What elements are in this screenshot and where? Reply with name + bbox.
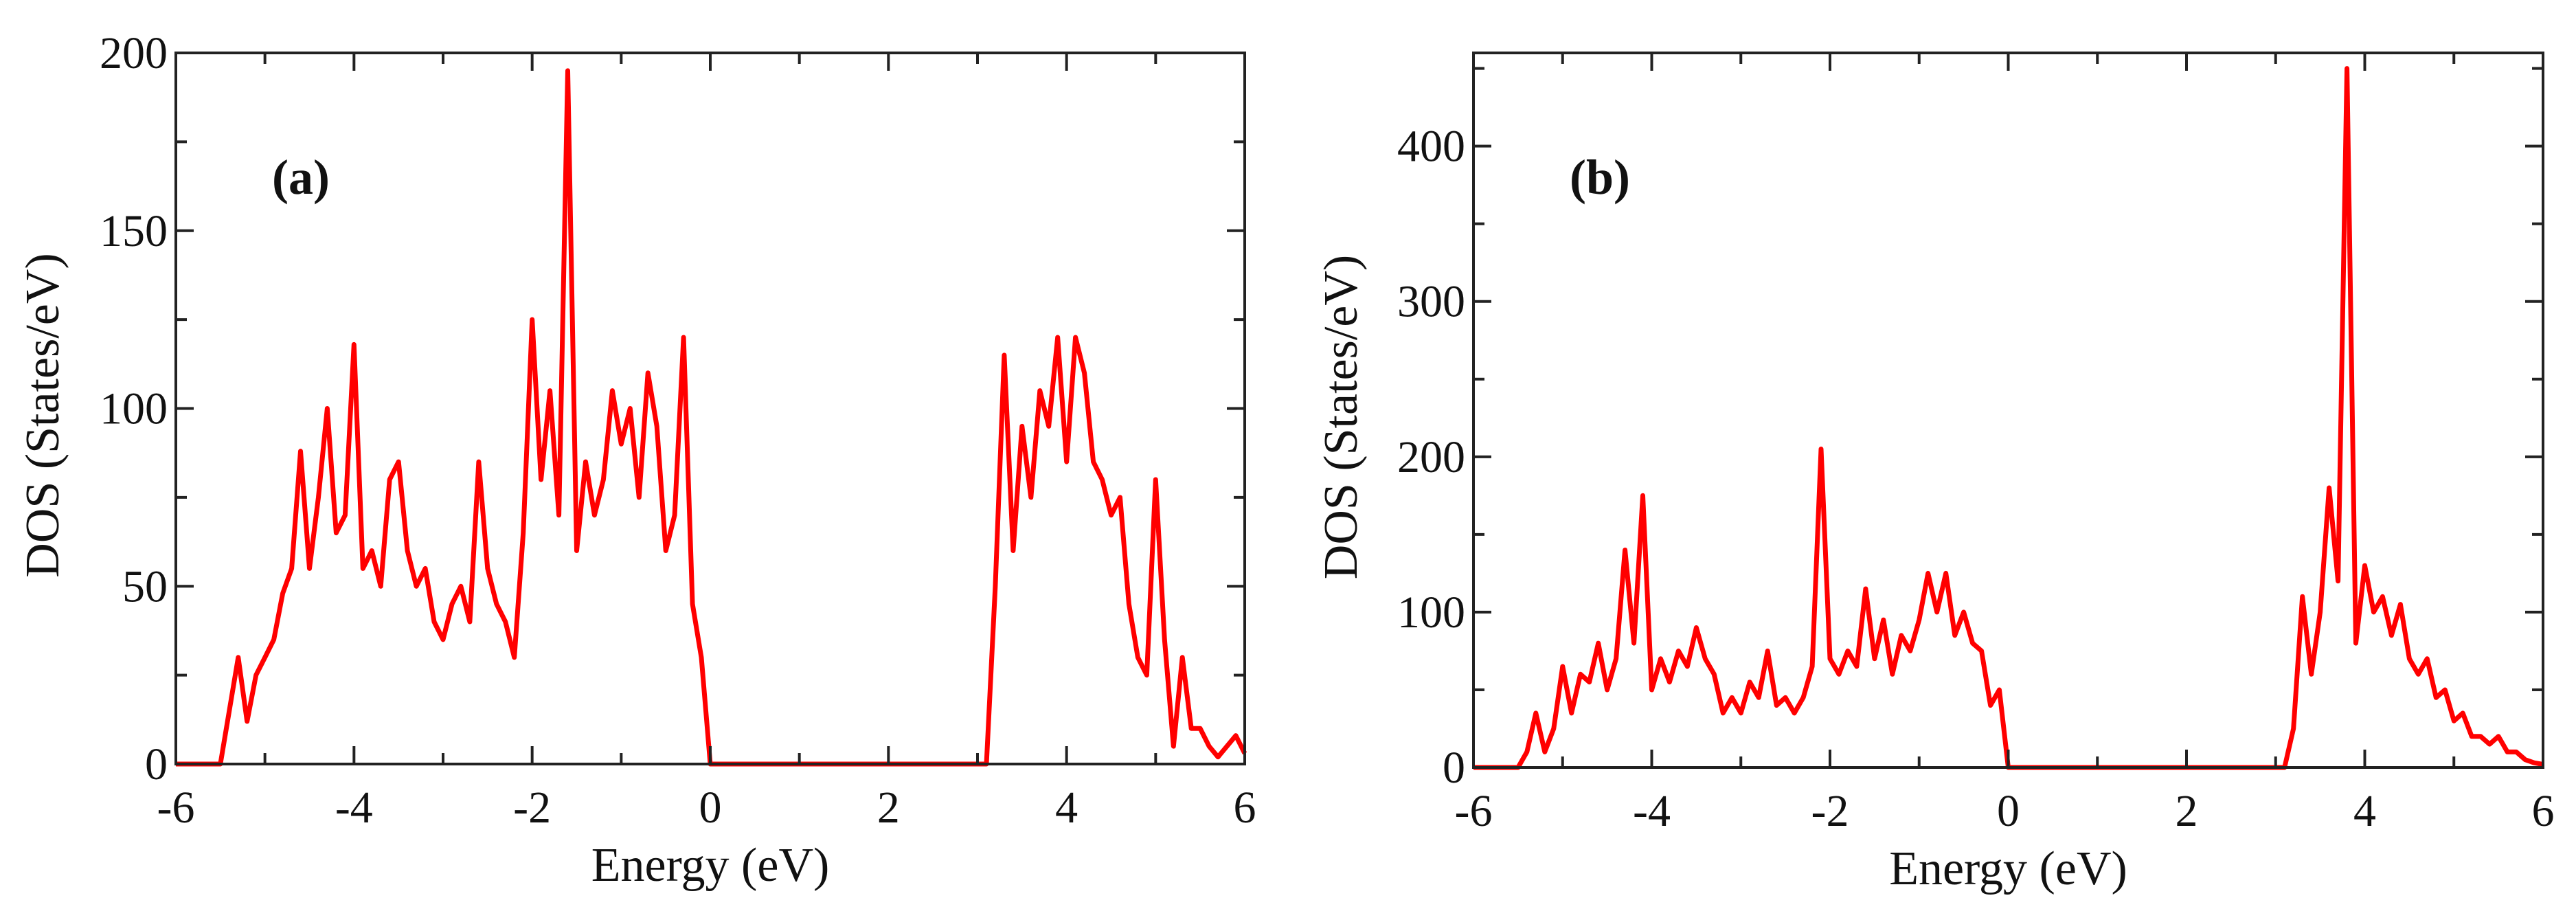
y-tick-label: 150 xyxy=(100,206,168,256)
x-tick-label: -4 xyxy=(335,783,373,833)
x-tick-label: 2 xyxy=(877,783,900,833)
y-tick-label: 100 xyxy=(100,384,168,434)
x-tick-label: -2 xyxy=(1811,786,1849,836)
plot-frame xyxy=(1472,52,2544,769)
x-tick-label: 0 xyxy=(1997,786,2020,836)
y-axis-label: DOS (States/eV) xyxy=(1315,255,1368,579)
x-tick-label: 0 xyxy=(699,783,722,833)
x-axis-label: Energy (eV) xyxy=(1889,842,2127,895)
x-tick-label: 4 xyxy=(2353,786,2376,836)
x-tick-label: -6 xyxy=(157,783,195,833)
y-tick-label: 0 xyxy=(145,739,168,789)
x-tick-label: 2 xyxy=(2176,786,2198,836)
y-tick-label: 200 xyxy=(100,28,168,78)
y-tick-label: 300 xyxy=(1397,277,1465,327)
x-tick-label: -6 xyxy=(1455,786,1493,836)
y-tick-label: 400 xyxy=(1397,122,1465,172)
panel-b: -6 -4 -2 0 2 4 6 0 100 200 300 400 Energy (eV) DOS (S… xyxy=(1315,52,2555,895)
dos-series-line xyxy=(1473,66,2544,770)
plot-frame xyxy=(174,52,1246,765)
panel-label: (b) xyxy=(1570,150,1630,205)
panel-label: (a) xyxy=(272,150,330,205)
y-tick-label: 50 xyxy=(122,561,168,612)
x-tick-label: -2 xyxy=(513,783,551,833)
x-tick-label: -4 xyxy=(1633,786,1671,836)
y-tick-label: 200 xyxy=(1397,432,1465,482)
x-tick-label: 4 xyxy=(1055,783,1078,833)
y-tick-label: 100 xyxy=(1397,587,1465,638)
panel-a: -6 -4 -2 0 2 4 6 0 50 100 150 200 Energy (eV) DOS (St… xyxy=(16,28,1256,892)
x-tick-label: 6 xyxy=(2532,786,2555,836)
y-tick-label: 0 xyxy=(1443,743,1465,793)
x-axis-label: Energy (eV) xyxy=(591,839,830,892)
dos-series-line xyxy=(176,68,1247,767)
x-tick-label: 6 xyxy=(1234,783,1256,833)
y-axis-label: DOS (States/eV) xyxy=(16,253,69,577)
